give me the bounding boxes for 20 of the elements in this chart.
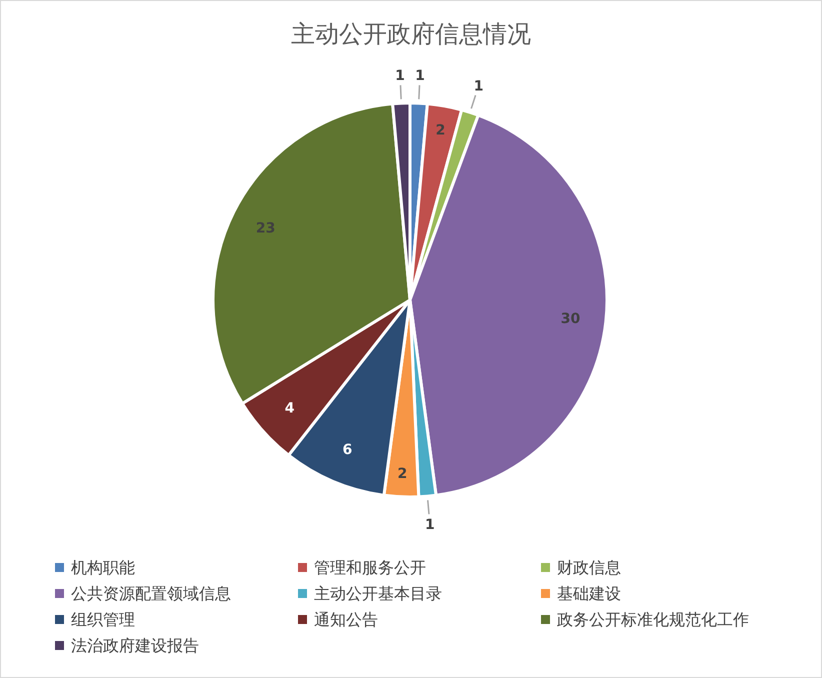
legend-label: 管理和服务公开 [314,558,426,577]
data-label: 2 [436,122,446,138]
legend-label: 政务公开标准化规范化工作 [557,610,749,629]
legend-label: 公共资源配置领域信息 [71,584,231,603]
data-label: 4 [284,400,295,417]
legend-label: 基础建设 [557,584,621,603]
legend-label: 机构职能 [71,558,135,577]
data-label: 2 [397,466,408,482]
data-label: 6 [342,442,352,458]
legend-label: 主动公开基本目录 [314,584,442,603]
legend-label: 法治政府建设报告 [71,636,199,655]
data-label: 1 [474,78,484,95]
legend-label: 组织管理 [71,610,135,629]
data-label: 30 [560,310,581,327]
chart-title: 主动公开政府信息情况 [291,20,531,48]
data-label: 1 [395,68,405,84]
data-label: 1 [425,517,435,534]
data-label: 1 [415,68,425,84]
legend-label: 财政信息 [557,558,621,577]
legend-label: 通知公告 [314,610,378,629]
